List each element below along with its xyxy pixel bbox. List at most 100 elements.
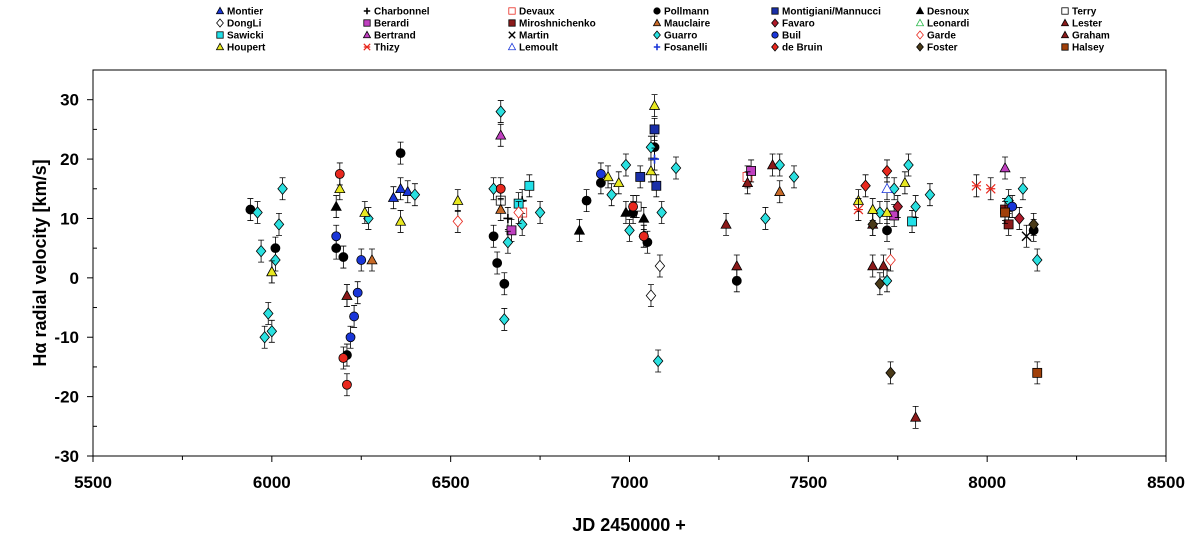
data-point-de-bruin [881, 164, 893, 178]
data-point-garde [513, 206, 524, 219]
legend-item-halsey: Halsey [1061, 43, 1105, 54]
legend: Montier Charbonnel Devaux Pollmann Montigian… [215, 6, 1110, 54]
legend-marker [362, 30, 372, 39]
series-guarro [252, 100, 1043, 373]
x-tick-label: 5500 [74, 473, 112, 492]
legend-item-lester: Lester [1060, 18, 1102, 30]
series-favaro [892, 195, 1025, 230]
series-fosanelli [650, 147, 660, 171]
data-point-buil [331, 231, 342, 242]
data-point-pollmann [882, 225, 892, 236]
data-point-martin [1021, 231, 1032, 242]
data-point-fosanelli [650, 154, 660, 164]
plot-frame [92, 69, 1167, 457]
data-point-halsey [1000, 207, 1010, 218]
legend-label: Terry [1072, 7, 1097, 18]
data-point-guarro [670, 161, 682, 175]
data-point-foster [867, 218, 878, 231]
legend-label: Charbonnel [374, 7, 430, 18]
data-point-houpert [394, 215, 407, 226]
legend-marker [771, 18, 779, 28]
legend-item-pollmann: Pollmann [653, 7, 709, 18]
legend-marker [653, 7, 661, 15]
data-point-garde [885, 253, 896, 267]
data-point-guarro [910, 200, 921, 213]
legend-item-sawicki: Sawicki [216, 31, 264, 42]
legend-item-martin: Martin [508, 31, 549, 42]
data-point-montigiani-mannucci [635, 171, 646, 182]
data-point-guarro [270, 253, 281, 267]
data-point-berardi [746, 166, 757, 176]
legend-label: Houpert [227, 43, 266, 54]
y-tick-label: -30 [54, 447, 79, 466]
data-point-dongli [654, 259, 666, 273]
data-point-lester [910, 411, 922, 422]
legend-marker [363, 7, 371, 15]
data-point-guarro [788, 170, 800, 184]
data-point-pollmann [338, 252, 349, 262]
data-point-unlabeled [628, 201, 638, 212]
legend-item-bertrand: Bertrand [362, 30, 416, 42]
data-point-guarro [903, 158, 914, 172]
legend-marker [507, 42, 517, 51]
data-point-lester [741, 176, 754, 188]
legend-item-guarro: Guarro [653, 30, 697, 42]
data-point-montier [387, 191, 400, 202]
data-point-houpert [452, 194, 464, 205]
data-point-houpert [613, 176, 625, 188]
data-point-foster [885, 366, 896, 380]
data-point-montigiani-mannucci [649, 124, 660, 135]
data-point-thizy [971, 180, 982, 191]
legend-item-leonardi: Leonardi [915, 18, 969, 30]
data-point-guarro [1017, 182, 1029, 196]
legend-item-lemoult: Lemoult [507, 42, 559, 54]
x-tick-label: 7000 [611, 473, 649, 492]
data-point-thizy [985, 183, 996, 194]
series-martin [1021, 224, 1032, 248]
legend-marker [1060, 30, 1070, 39]
data-point-guarro [409, 188, 421, 201]
series-mauclaire [366, 180, 786, 272]
legend-label: Guarro [664, 31, 697, 42]
data-point-guarro [255, 244, 267, 258]
series-berardi [506, 159, 900, 242]
legend-label: Martin [519, 31, 549, 42]
data-point-guarro [760, 212, 771, 225]
legend-marker [916, 30, 924, 40]
data-point-unlabeled [334, 169, 345, 179]
legend-item-favaro: Favaro [771, 18, 815, 30]
data-point-garde [452, 215, 464, 228]
legend-marker [915, 6, 925, 15]
data-point-guarro [606, 188, 617, 201]
data-point-lester [731, 259, 743, 271]
data-point-buil [1007, 201, 1018, 212]
data-point-lester [341, 289, 353, 300]
data-point-pollmann [581, 195, 592, 206]
legend-item-garde: Garde [916, 30, 956, 42]
legend-marker [771, 31, 779, 39]
legend-item-montigiani-mannucci: Montigiani/Mannucci [771, 7, 881, 18]
legend-label: Buil [782, 31, 801, 42]
legend-item-houpert: Houpert [215, 42, 266, 54]
data-point-buil [352, 287, 363, 298]
legend-marker [771, 42, 779, 52]
legend-label: Sawicki [227, 31, 264, 42]
data-point-houpert [899, 176, 911, 188]
legend-marker [653, 43, 661, 51]
data-point-guarro [516, 218, 528, 231]
legend-label: Montier [227, 7, 263, 18]
data-point-pollmann [499, 278, 510, 289]
legend-marker [915, 18, 925, 27]
data-point-guarro [645, 140, 657, 154]
legend-item-terry: Terry [1061, 7, 1097, 18]
legend-label: Miroshnichenko [519, 19, 596, 30]
data-point-desnoux [573, 224, 586, 235]
data-point-foster [874, 277, 886, 291]
data-point-guarro [881, 274, 893, 288]
y-tick-label: -10 [54, 328, 79, 347]
legend-label: Graham [1072, 31, 1110, 42]
series-dongli [645, 254, 666, 308]
legend-marker [771, 7, 779, 15]
legend-label: Berardi [374, 19, 409, 30]
